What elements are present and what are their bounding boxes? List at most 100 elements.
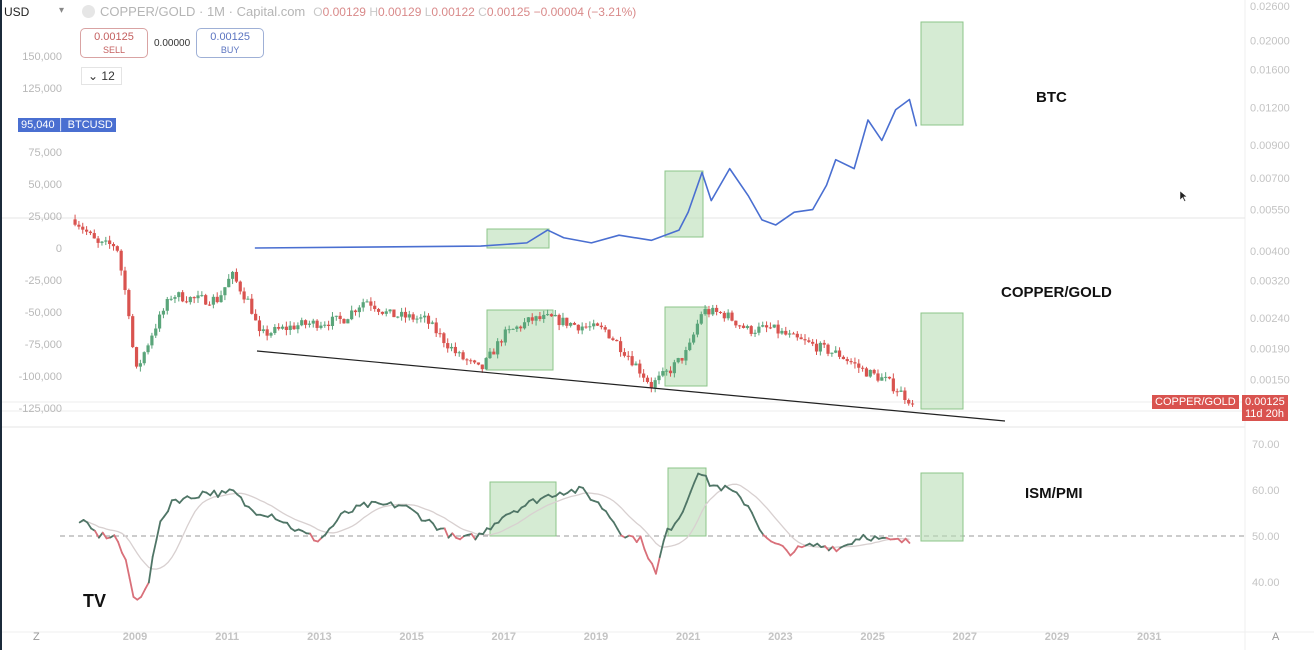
left-axis-tick: 150,000 [22,51,62,63]
candle [726,312,730,319]
ism-line-segment [286,521,292,530]
bar-countdown: 11d 20h [1245,408,1284,420]
time-axis-tick: 2021 [676,631,700,643]
time-axis-tick: 2013 [307,631,331,643]
ism-line-segment [389,501,396,509]
candle [292,325,296,330]
candle [196,295,200,299]
candle [173,297,177,299]
candle [273,327,277,334]
currency-select[interactable]: USD ▾ [4,5,74,19]
candle [749,326,753,334]
candle [384,311,388,314]
symbol-name[interactable]: COPPER/GOLD [100,4,196,19]
ism-line-segment [747,505,753,514]
change-value: −0.00004 (−3.21%) [533,4,637,19]
high-value: 0.00129 [378,4,422,19]
candle [603,327,607,330]
ism-line-segment [147,555,154,584]
left-axis-tick: 75,000 [28,147,62,159]
candle [388,309,392,312]
right-axis-tick: 0.00150 [1250,375,1290,387]
candle [584,326,588,328]
candle [653,380,657,388]
candle [887,376,892,379]
candle [622,352,627,356]
candle [280,326,285,329]
candle [134,347,139,367]
candle [880,377,884,381]
ism-line-segment [605,510,611,519]
candle [77,224,81,227]
data-source: Capital.com [236,4,306,19]
candle [430,322,434,324]
ism-line-segment [209,489,216,497]
ism-line-segment [574,485,580,494]
candle [691,334,696,343]
candle [350,310,354,320]
ism-line-segment [597,501,604,510]
chart-header: USD ▾ COPPER/GOLD · 1M · Capital.com O0.… [4,4,636,19]
candle [642,373,646,378]
candle [465,359,469,361]
candle [434,322,438,334]
candle [715,307,719,312]
candle [542,314,546,320]
candle [188,297,192,303]
candle [776,324,780,334]
ism-line-segment [658,540,665,559]
indicators-collapse-button[interactable]: ⌄ 12 [81,67,122,85]
ism-line-segment [336,512,342,522]
right-axis-tick: 0.01200 [1250,102,1290,114]
candle [645,377,650,382]
btc-price: 95,040 [21,119,55,131]
candle [711,307,715,315]
candle [204,295,208,305]
candle [146,345,150,353]
candle [818,342,822,352]
ism-line-segment [781,545,788,552]
tradingview-logo: TV [83,591,106,611]
candle [419,317,423,319]
left-axis-tick: -50,000 [25,307,62,319]
candle [680,358,684,361]
ism-line-segment [616,527,623,537]
candle [342,318,346,324]
btc-price-tag: 95,040 │ BTCUSD [18,118,116,132]
candle [565,317,569,326]
ism-line-segment [470,533,477,541]
ism-line-segment [163,510,169,518]
candle [834,350,838,353]
candle [376,309,381,312]
ism-line-segment [535,497,542,505]
auto-scale-button[interactable]: A [1272,631,1280,643]
zoom-reset-button[interactable]: Z [33,631,40,643]
ism-line-segment [516,506,523,514]
candle [288,325,292,331]
candle [96,238,100,243]
candle [522,322,527,329]
candle [768,327,773,329]
candle [599,325,603,328]
candle [315,320,319,328]
candle [227,278,231,288]
candle [365,301,369,303]
sell-button[interactable]: 0.00125 SELL [80,28,148,58]
ism-line-segment [685,491,692,504]
candle [154,328,158,336]
separator: · [198,4,204,19]
interval[interactable]: 1M [206,4,226,19]
candle [676,358,680,363]
candle [538,316,542,320]
left-axis-tick: -75,000 [25,339,62,351]
ism-axis-tick: 40.00 [1252,577,1280,589]
buy-button[interactable]: 0.00125 BUY [196,28,265,58]
candle [142,352,146,364]
candle [910,403,915,405]
candle [592,323,596,327]
ism-line-segment [432,522,438,531]
candle [461,352,465,360]
candle [480,364,484,370]
ism-line-segment [86,521,93,530]
